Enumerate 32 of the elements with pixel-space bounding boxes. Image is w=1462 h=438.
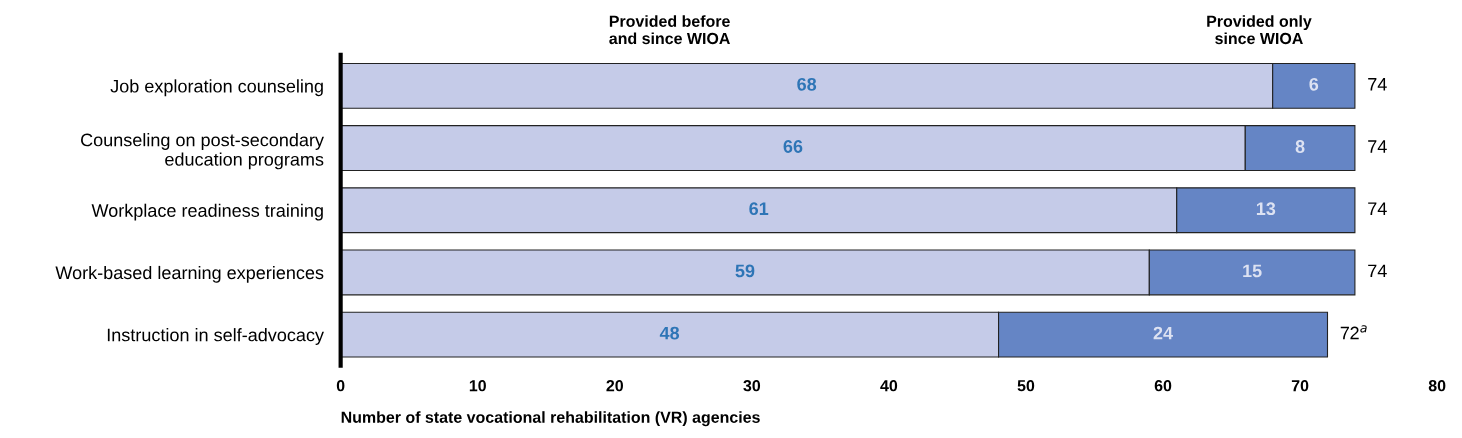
x-axis-title: Number of state vocational rehabilitation (VR) agencies <box>341 411 760 427</box>
y-tick-label: Workplace readiness training <box>91 203 323 221</box>
data-label: 15 <box>1243 264 1262 278</box>
data-label: 59 <box>735 264 755 278</box>
y-tick-label: Instruction in self-advocacy <box>107 328 324 345</box>
x-tick-label: 10 <box>469 380 486 392</box>
x-tick-label: 30 <box>743 380 761 392</box>
x-tick-label: 80 <box>1428 380 1446 392</box>
y-tick-label: Job exploration counseling <box>110 79 323 97</box>
data-label: 24 <box>1153 326 1173 340</box>
total-label: 72$^{a}$ <box>1340 325 1367 340</box>
data-label: 68 <box>797 77 817 91</box>
x-tick-label: 40 <box>880 380 898 392</box>
x-tick-label: 60 <box>1154 380 1172 392</box>
series-label: Provided before and since WIOA <box>609 15 730 45</box>
data-label: 61 <box>749 202 769 216</box>
total-label: 74 <box>1368 202 1387 215</box>
total-label: 74 <box>1368 78 1387 91</box>
data-label: 6 <box>1309 77 1319 91</box>
data-label: 48 <box>659 326 680 340</box>
x-tick-label: 50 <box>1017 380 1035 392</box>
total-label: 74 <box>1368 264 1387 278</box>
data-label: 8 <box>1295 140 1305 153</box>
x-tick-label: 70 <box>1291 380 1309 392</box>
series-label: Provided only since WIOA <box>1207 15 1312 45</box>
x-tick-label: 20 <box>606 380 623 392</box>
y-tick-label: Work-based learning experiences <box>55 265 324 283</box>
data-label: 66 <box>783 140 803 153</box>
x-tick-label: 0 <box>336 380 345 392</box>
y-tick-label: Counseling on post-secondary education programs <box>81 133 324 170</box>
data-label: 13 <box>1256 202 1276 216</box>
total-label: 74 <box>1368 140 1387 153</box>
